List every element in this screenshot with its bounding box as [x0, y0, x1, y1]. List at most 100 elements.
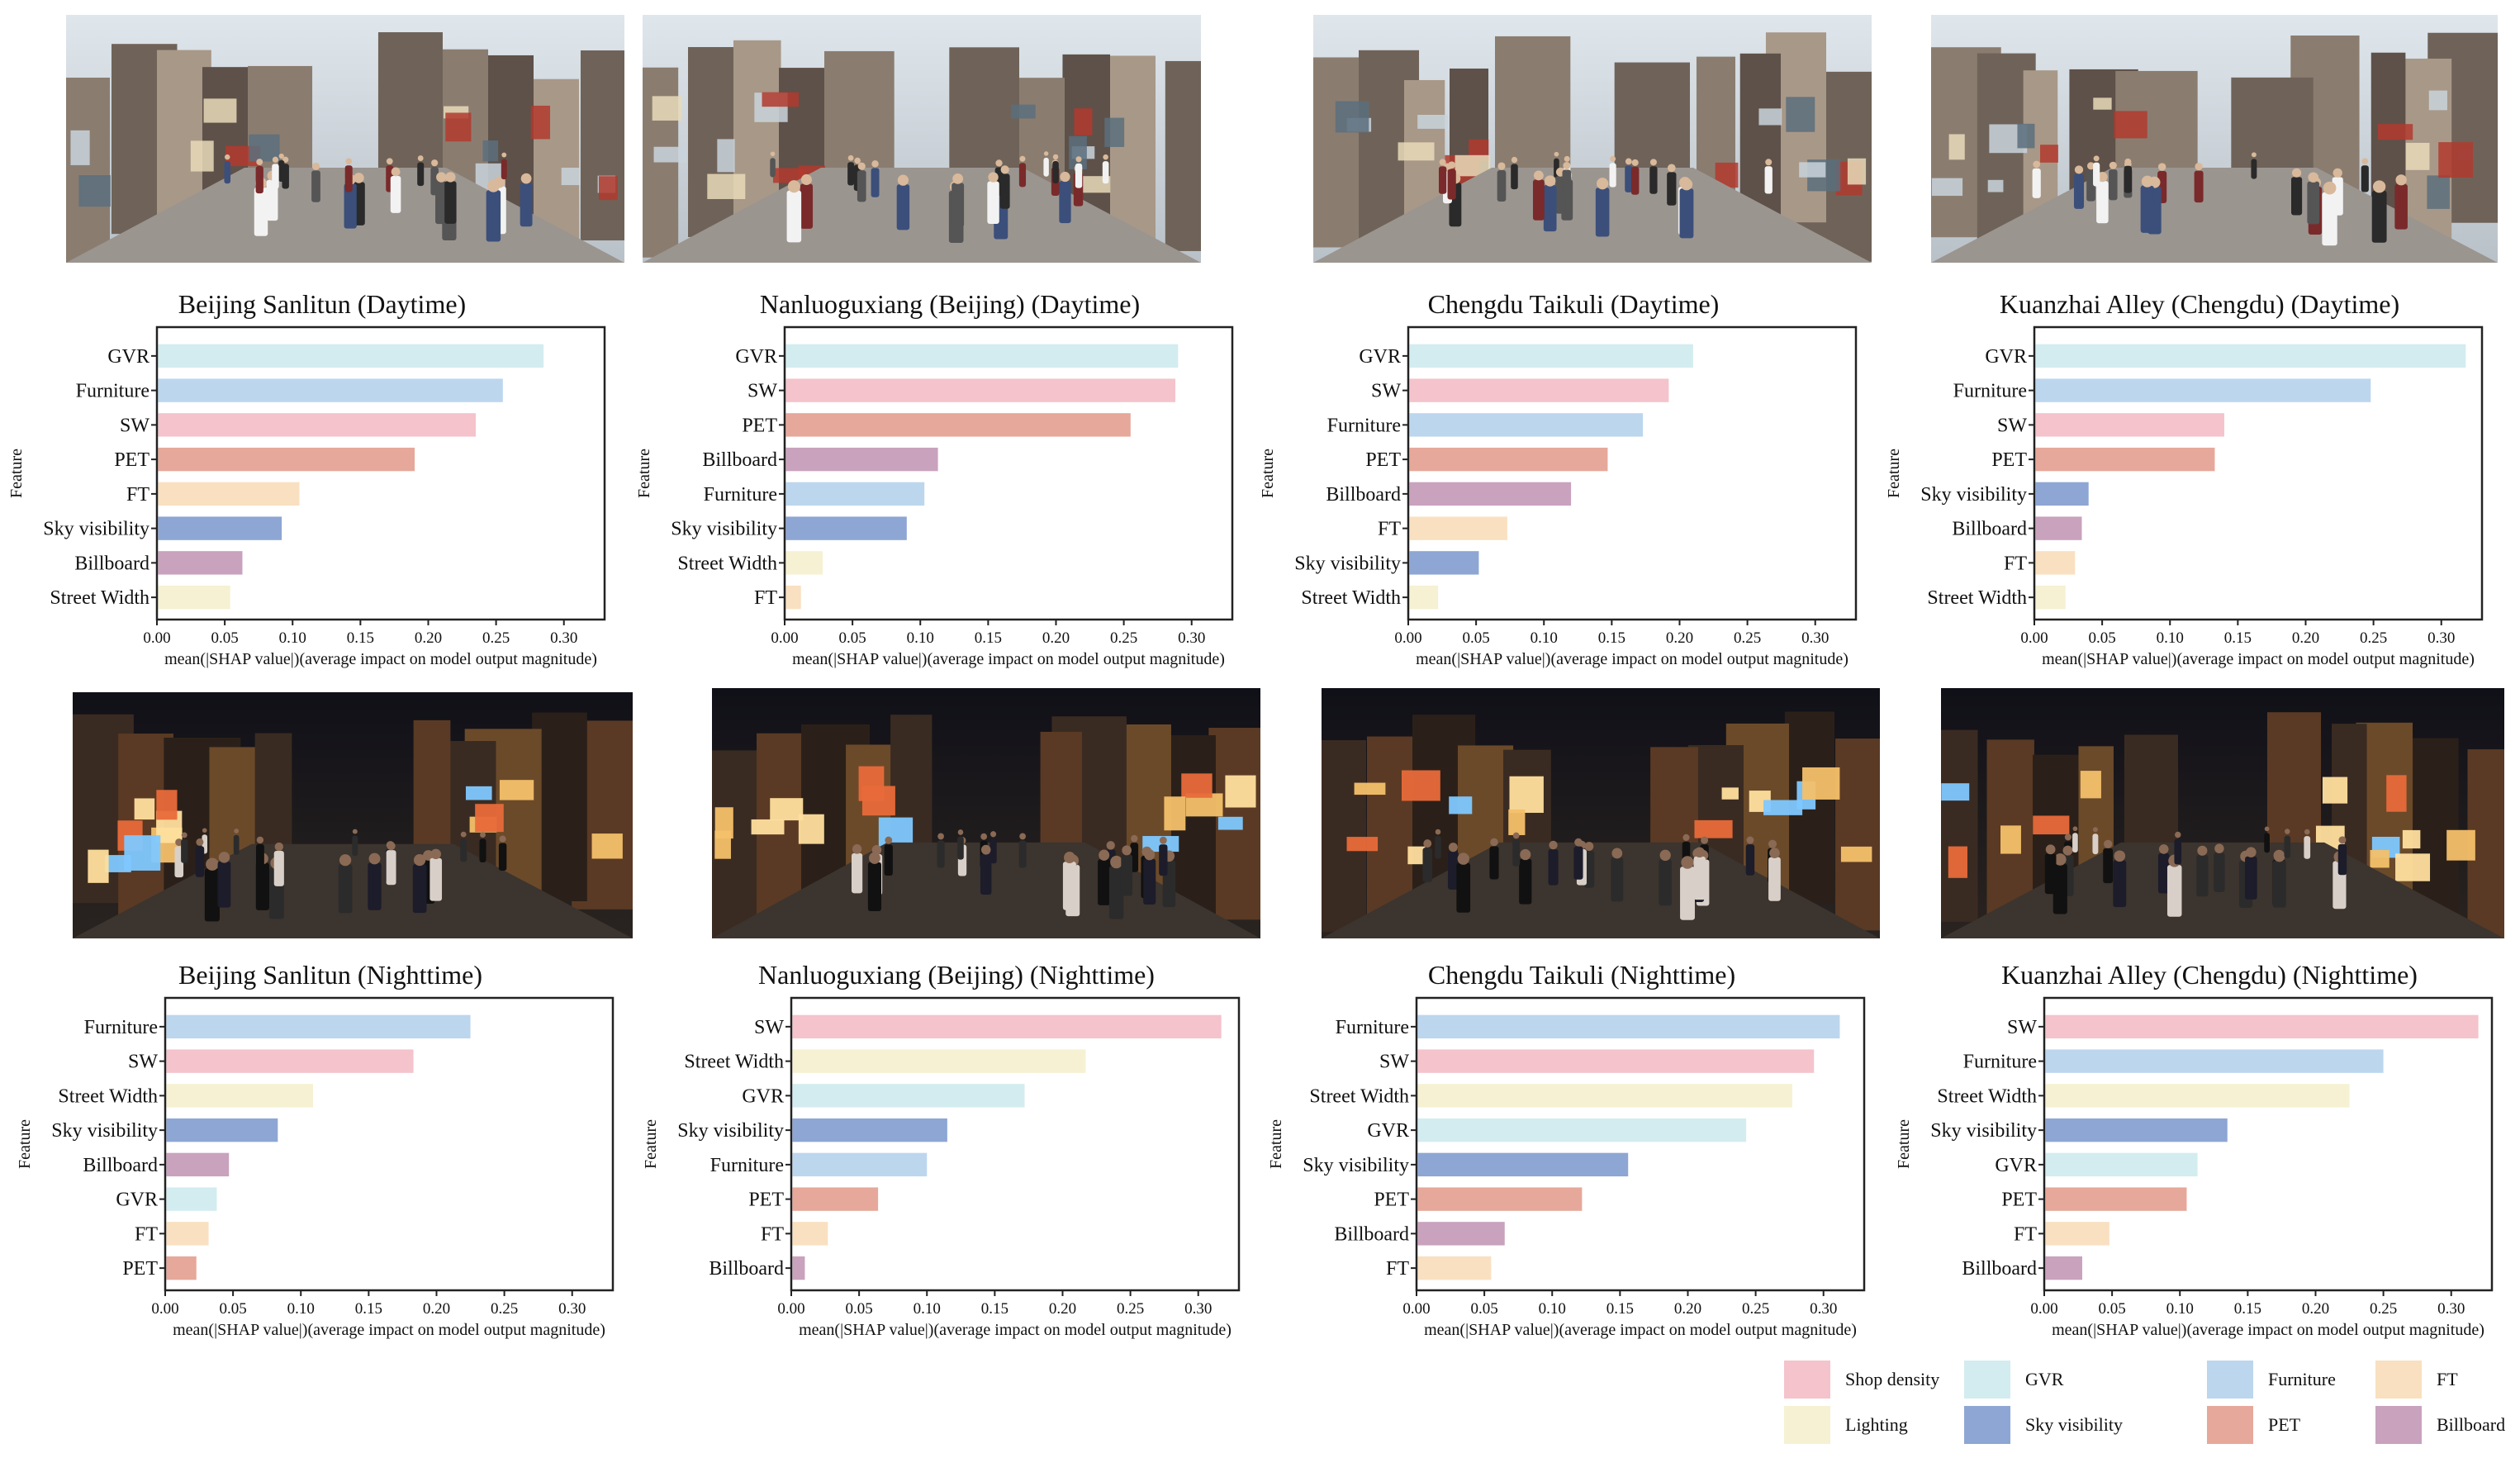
plot-frame	[164, 996, 615, 1292]
y-axis-label: Feature	[1885, 449, 1903, 498]
legend-item: Lighting	[1784, 1404, 1908, 1446]
x-tick-label: 0.00	[2030, 1300, 2057, 1318]
chart-kuanzhai-alley-daytime: Kuanzhai Alley (Chengdu) (Daytime) GVR Fu…	[1877, 289, 2489, 686]
bar	[158, 447, 415, 472]
bar	[158, 585, 230, 610]
chart-title: Chengdu Taikuli (Nighttime)	[1427, 960, 1736, 990]
x-axis-label: mean(|SHAP value|)(average impact on mod…	[2052, 1321, 2484, 1339]
chart-plot: SW Street Width GVR Sky visibility Furniture…	[642, 996, 1241, 1339]
y-tick-label: Furniture	[710, 1155, 784, 1176]
y-tick-label: FT	[754, 587, 777, 609]
legend-item: GVR	[1964, 1359, 2063, 1400]
x-tick-label: 0.15	[975, 629, 1002, 647]
x-tick-label: 0.05	[2088, 629, 2115, 647]
x-tick-label: 0.15	[1598, 629, 1625, 647]
chart-title: Beijing Sanlitun (Nighttime)	[178, 960, 482, 990]
bar	[792, 1256, 805, 1280]
y-tick-label: Billboard	[709, 1258, 784, 1280]
x-tick-label: 0.20	[2292, 629, 2319, 647]
y-tick-label: Furniture	[84, 1017, 158, 1038]
y-tick-label: SW	[754, 1017, 784, 1038]
plot-frame	[1407, 325, 1858, 621]
bar	[2045, 1152, 2198, 1177]
bar	[785, 447, 938, 472]
x-tick-label: 0.30	[2437, 1300, 2465, 1318]
chart-title: Kuanzhai Alley (Chengdu) (Daytime)	[1999, 289, 2400, 319]
x-tick-label: 0.05	[845, 1300, 872, 1318]
chart-plot: Furniture SW Street Width GVR Sky visibility…	[1267, 996, 1866, 1339]
x-tick-label: 0.00	[1402, 1300, 1430, 1318]
bar	[166, 1222, 209, 1246]
y-tick-label: Street Width	[1301, 587, 1401, 609]
x-tick-label: 0.00	[771, 629, 798, 647]
bar	[2035, 413, 2224, 437]
bar	[158, 516, 282, 540]
y-tick-label: Furniture	[704, 484, 777, 506]
chart-plot: GVR Furniture SW PET FT Sky visibility Billboa…	[7, 325, 606, 668]
bar	[1417, 1187, 1583, 1211]
y-tick-label: GVR	[1995, 1155, 2037, 1176]
y-tick-label: Billboard	[83, 1155, 158, 1176]
bar	[1417, 1152, 1629, 1177]
x-tick-label: 0.05	[219, 1300, 246, 1318]
bar	[1417, 1084, 1792, 1108]
y-tick-label: Sky visibility	[677, 1120, 784, 1142]
bar	[158, 413, 476, 437]
bar	[2035, 447, 2215, 472]
x-tick-label: 0.00	[151, 1300, 178, 1318]
chart-chengdu-taikuli-daytime: Chengdu Taikuli (Daytime) GVR SW Furniture…	[1251, 289, 1863, 686]
legend-swatch	[2207, 1406, 2253, 1444]
x-tick-label: 0.10	[2157, 629, 2184, 647]
y-tick-label: Sky visibility	[1920, 484, 2027, 506]
x-tick-label: 0.15	[1606, 1300, 1634, 1318]
x-tick-label: 0.30	[558, 1300, 586, 1318]
chart-title: Chengdu Taikuli (Daytime)	[1427, 289, 1720, 319]
legend-swatch	[2207, 1361, 2253, 1399]
y-tick-label: FT	[1386, 1258, 1409, 1280]
y-tick-label: Billboard	[1962, 1258, 2037, 1280]
bar	[2045, 1222, 2109, 1246]
x-tick-label: 0.25	[1734, 629, 1761, 647]
y-tick-label: Sky visibility	[671, 519, 777, 540]
legend-item: Furniture	[2207, 1359, 2336, 1400]
legend-label: Shop density	[1845, 1369, 1940, 1389]
x-axis-label: mean(|SHAP value|)(average impact on mod…	[2042, 650, 2475, 668]
bar	[792, 1049, 1086, 1073]
y-tick-label: Furniture	[1963, 1052, 2037, 1073]
bar	[1417, 1014, 1840, 1039]
x-tick-label: 0.30	[1810, 1300, 1837, 1318]
x-tick-label: 0.20	[1042, 629, 1070, 647]
x-tick-label: 0.05	[2098, 1300, 2125, 1318]
legend-label: FT	[2437, 1369, 2458, 1389]
x-tick-label: 0.10	[2166, 1300, 2194, 1318]
y-axis-label: Feature	[1259, 449, 1277, 498]
kuanzhai-alley-nighttime-photo	[1941, 688, 2504, 938]
x-axis-label: mean(|SHAP value|)(average impact on mod…	[164, 650, 597, 668]
bar	[1417, 1118, 1747, 1142]
chart-kuanzhai-alley-nighttime: Kuanzhai Alley (Chengdu) (Nighttime) SW F…	[1887, 960, 2499, 1356]
chart-plot: GVR SW PET Billboard Furniture Sky visibility…	[635, 325, 1234, 668]
bar	[166, 1084, 314, 1108]
legend-label: Billboard	[2437, 1414, 2506, 1435]
bar	[1409, 516, 1507, 540]
bar	[1417, 1256, 1492, 1280]
x-tick-label: 0.05	[1470, 1300, 1497, 1318]
chart-chengdu-taikuli-nighttime: Chengdu Taikuli (Nighttime) Furniture SW S…	[1260, 960, 1871, 1356]
bar	[792, 1014, 1222, 1039]
y-tick-label: PET	[2001, 1190, 2037, 1211]
x-tick-label: 0.25	[2360, 629, 2387, 647]
beijing-sanlitun-nighttime-photo	[73, 692, 633, 938]
bar	[785, 585, 801, 610]
y-tick-label: PET	[114, 449, 149, 471]
bar	[785, 482, 925, 506]
y-tick-label: FT	[761, 1223, 784, 1245]
bar	[1417, 1049, 1815, 1073]
chart-plot: GVR Furniture SW PET Sky visibility Billboard…	[1885, 325, 2484, 668]
y-tick-label: Street Width	[50, 587, 149, 609]
y-tick-label: Sky visibility	[43, 519, 149, 540]
x-tick-label: 0.15	[2234, 1300, 2261, 1318]
y-tick-label: Billboard	[1952, 519, 2027, 540]
x-tick-label: 0.20	[415, 629, 442, 647]
y-tick-label: GVR	[735, 346, 777, 368]
y-axis-label: Feature	[635, 449, 653, 498]
